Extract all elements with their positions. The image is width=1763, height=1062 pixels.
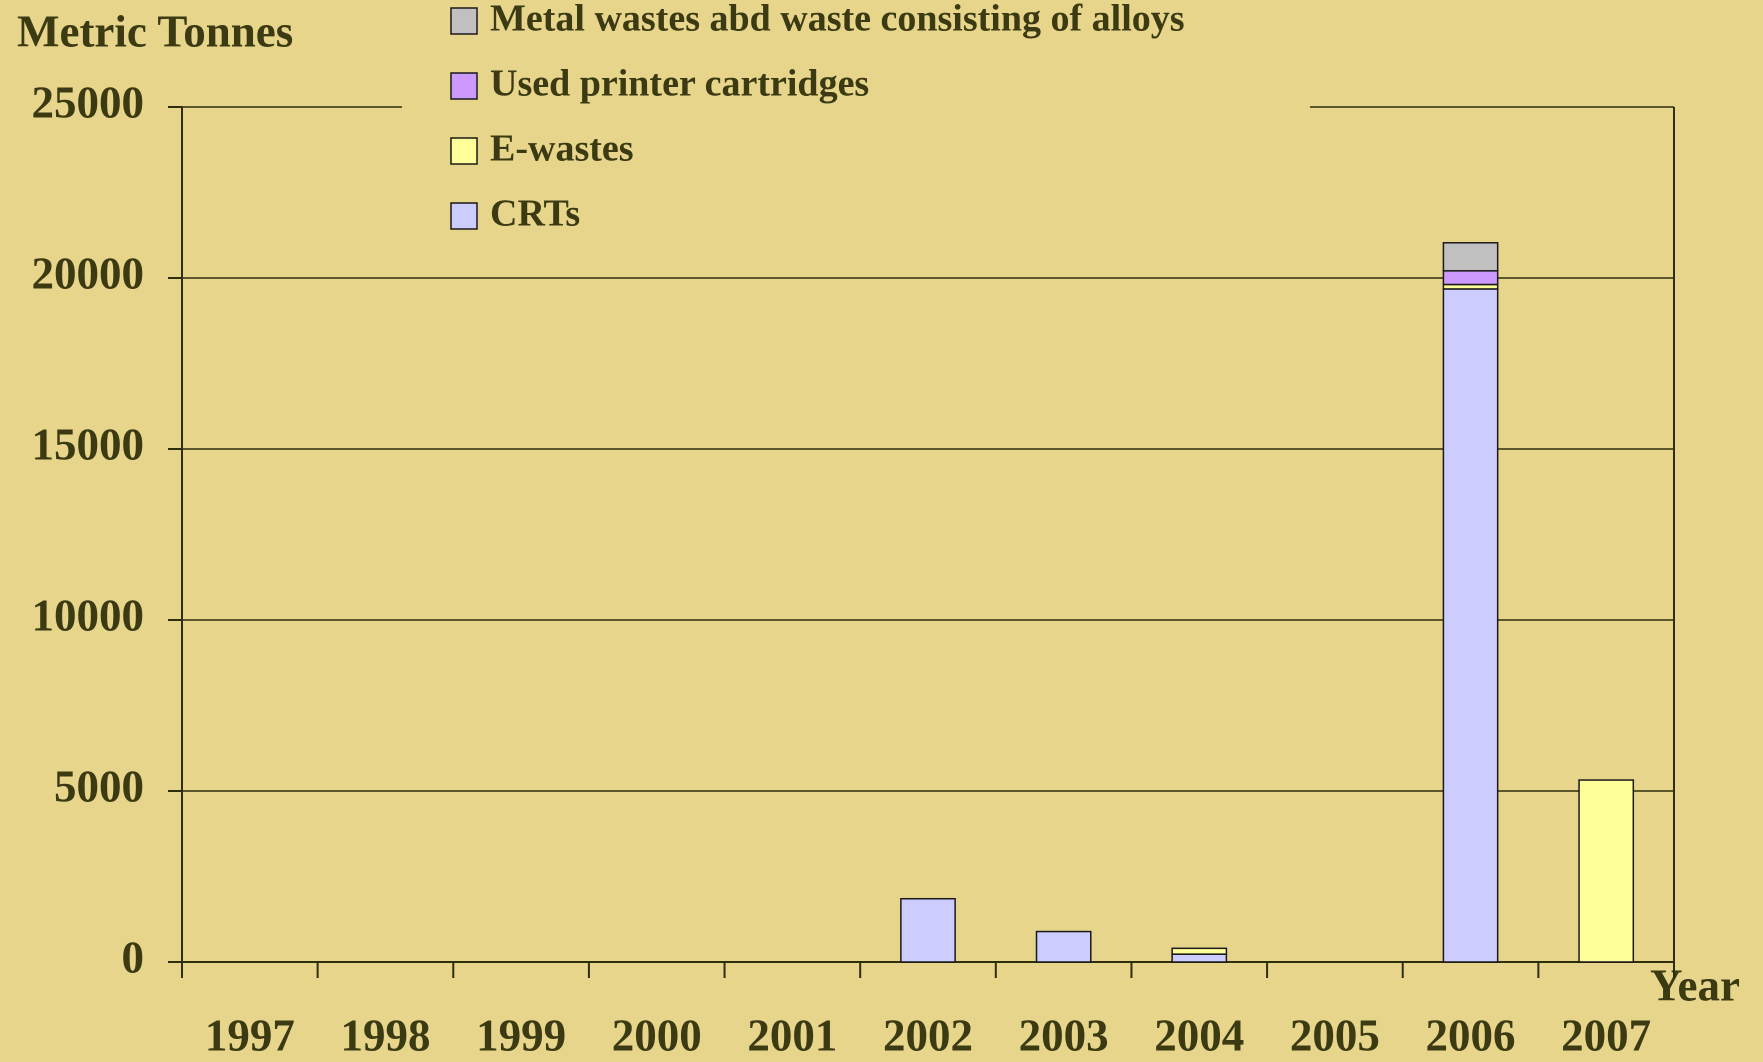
bar-segment	[1442, 242, 1499, 272]
x-tick-label: 1998	[340, 1010, 430, 1060]
legend-label: CRTs	[490, 193, 580, 235]
y-tick-label: 20000	[32, 248, 145, 298]
x-tick-label: 2005	[1290, 1010, 1380, 1060]
x-tick-label: 2006	[1426, 1010, 1516, 1060]
x-tick-label: 2000	[612, 1010, 702, 1060]
x-tick-label: 2003	[1019, 1010, 1109, 1060]
x-tick-label: 2007	[1561, 1010, 1651, 1060]
x-tick-label: 1997	[205, 1010, 295, 1060]
y-tick-label: 25000	[32, 77, 145, 127]
y-tick-label: 10000	[32, 590, 145, 640]
legend-swatch	[450, 72, 478, 100]
bar-segment	[1578, 779, 1635, 963]
legend-swatch	[450, 202, 478, 230]
x-tick-label: 1999	[476, 1010, 566, 1060]
bar-segment	[1035, 930, 1092, 963]
y-tick-label: 0	[122, 932, 145, 982]
bar-segment	[1442, 270, 1499, 286]
legend-swatch	[450, 7, 478, 35]
y-tick-label: 5000	[54, 761, 144, 811]
bar-segment	[1171, 953, 1228, 963]
bar-segment	[1171, 947, 1228, 955]
x-tick-label: 2001	[747, 1010, 837, 1060]
x-tick-label: 2004	[1154, 1010, 1244, 1060]
y-tick-label: 15000	[32, 419, 145, 469]
legend-swatch	[450, 137, 478, 165]
bar-segment	[900, 897, 956, 963]
x-tick-label: 2002	[883, 1010, 973, 1060]
legend-label: E-wastes	[490, 128, 634, 170]
x-axis-label: Year	[1650, 960, 1740, 1010]
bar-segment	[1442, 288, 1499, 963]
legend-label: Used printer cartridges	[490, 63, 869, 105]
y-axis-label: Metric Tonnes	[17, 6, 293, 56]
legend-label: Metal wastes abd waste consisting of all…	[490, 0, 1185, 40]
